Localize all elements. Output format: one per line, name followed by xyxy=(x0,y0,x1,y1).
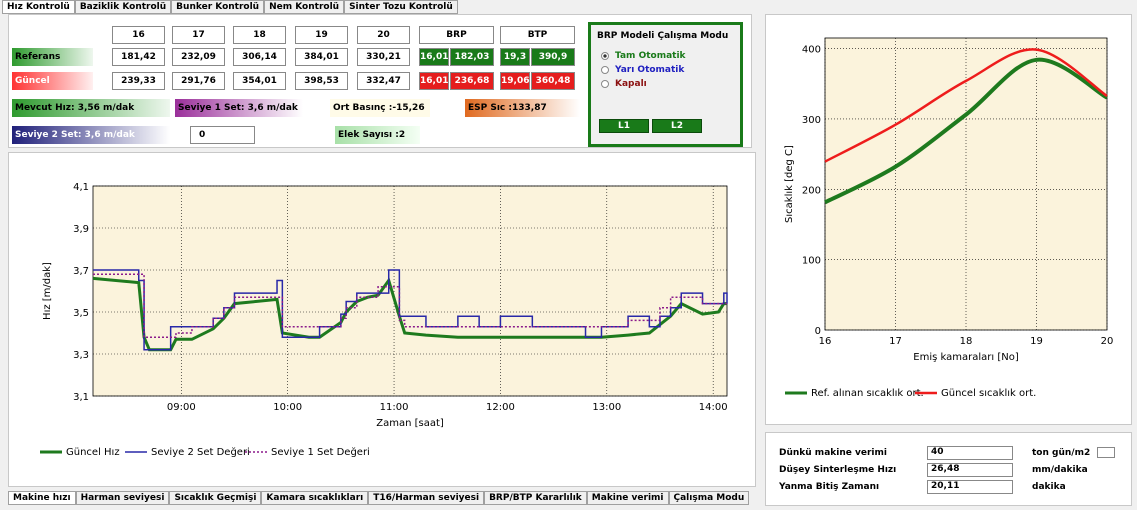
bottom-tabs: Makine hızı Harman seviyesi Sıcaklık Geçmi… xyxy=(8,491,750,505)
btp-cell: 390,9 xyxy=(531,48,575,66)
cell: 181,42 xyxy=(112,48,165,66)
radio-label: Tam Otomatik xyxy=(615,51,686,61)
tab[interactable]: Çalışma Modu xyxy=(668,491,750,505)
cell: 332,47 xyxy=(357,72,410,90)
column-header: 17 xyxy=(172,26,225,44)
brp-cell: 182,03 xyxy=(450,48,494,66)
tab[interactable]: Baziklik Kontrolü xyxy=(74,0,172,14)
brp-cell: 16,01 xyxy=(419,48,449,66)
status-basinc: Ort Basınç :-15,26 xyxy=(330,99,430,117)
btp-cell: 19,06 xyxy=(500,72,530,90)
mode-options: Tam Otomatik Yarı Otomatik Kapalı xyxy=(601,49,740,91)
tab[interactable]: T16/Harman seviyesi xyxy=(368,491,485,505)
radio-option[interactable]: Kapalı xyxy=(601,77,740,91)
radio-option[interactable]: Yarı Otomatik xyxy=(601,63,740,77)
cell: 239,33 xyxy=(112,72,165,90)
cell: 291,76 xyxy=(172,72,225,90)
eff-label: Düşey Sinterleşme Hızı xyxy=(779,465,897,475)
cell: 384,01 xyxy=(295,48,348,66)
eff-label: Dünkü makine verimi xyxy=(779,448,887,458)
column-header: BRP xyxy=(419,26,494,44)
status-seviye1: Seviye 1 Set: 3,6 m/dak xyxy=(175,99,303,117)
eff-unit: ton gün/m2 xyxy=(1032,448,1091,458)
radio-label: Yarı Otomatik xyxy=(615,65,685,75)
brp-cell: 16,01 xyxy=(419,72,449,90)
tab[interactable]: Makine hızı xyxy=(8,491,76,505)
tab[interactable]: Hız Kontrolü xyxy=(2,0,75,14)
chart-icon[interactable] xyxy=(1097,447,1115,458)
cell: 232,09 xyxy=(172,48,225,66)
eff-value[interactable]: 20,11 xyxy=(927,480,1013,494)
button[interactable]: L2 xyxy=(652,119,702,133)
temp-chart-panel xyxy=(765,14,1132,425)
eff-value[interactable]: 26,48 xyxy=(927,463,1013,477)
tab[interactable]: Sinter Tozu Kontrolü xyxy=(344,0,458,14)
status-mevcut: Mevcut Hız: 3,56 m/dak xyxy=(12,99,170,117)
top-tabs: Hız Kontrolü Baziklik Kontrolü Bunker Kont… xyxy=(2,0,458,14)
tab[interactable]: BRP/BTP Kararlılık xyxy=(484,491,587,505)
radio-label: Kapalı xyxy=(615,79,647,89)
eff-unit: mm/dakika xyxy=(1032,465,1088,475)
tab[interactable]: Bunker Kontrolü xyxy=(171,0,265,14)
mode-title: BRP Modeli Çalışma Modu xyxy=(597,31,729,41)
eff-value[interactable]: 40 xyxy=(927,446,1013,460)
button[interactable]: L1 xyxy=(599,119,649,133)
cell: 354,01 xyxy=(233,72,286,90)
row-label: Güncel xyxy=(12,72,93,90)
eff-unit: dakika xyxy=(1032,482,1066,492)
speed-chart-panel xyxy=(8,152,756,487)
btp-cell: 360,48 xyxy=(531,72,575,90)
radio-dot[interactable] xyxy=(601,66,609,74)
mode-buttons: L1 L2 xyxy=(599,119,702,133)
mode-panel: BRP Modeli Çalışma Modu Tam Otomatik Yarı… xyxy=(588,22,743,147)
status-seviye2: Seviye 2 Set: 3,6 m/dak xyxy=(12,126,170,144)
tab[interactable]: Harman seviyesi xyxy=(75,491,170,505)
column-header: BTP xyxy=(500,26,575,44)
radio-option[interactable]: Tam Otomatik xyxy=(601,49,740,63)
cell: 330,21 xyxy=(357,48,410,66)
column-header: 19 xyxy=(295,26,348,44)
column-header: 18 xyxy=(233,26,286,44)
brp-cell: 236,68 xyxy=(450,72,494,90)
status-esp: ESP Sıc :133,87 xyxy=(465,99,580,117)
btp-cell: 19,3 xyxy=(500,48,530,66)
cell: 398,53 xyxy=(295,72,348,90)
input-box[interactable]: 0 xyxy=(190,126,255,144)
row-label: Referans xyxy=(12,48,93,66)
status-elek: Elek Sayısı :2 xyxy=(335,126,420,144)
tab[interactable]: Kamara sıcaklıkları xyxy=(261,491,369,505)
column-header: 20 xyxy=(357,26,410,44)
column-header: 16 xyxy=(112,26,165,44)
tab[interactable]: Sıcaklık Geçmişi xyxy=(169,491,262,505)
tab[interactable]: Makine verimi xyxy=(586,491,669,505)
tab[interactable]: Nem Kontrolü xyxy=(264,0,345,14)
radio-dot[interactable] xyxy=(601,52,609,60)
radio-dot[interactable] xyxy=(601,80,609,88)
eff-label: Yanma Bitiş Zamanı xyxy=(779,482,880,492)
cell: 306,14 xyxy=(233,48,286,66)
